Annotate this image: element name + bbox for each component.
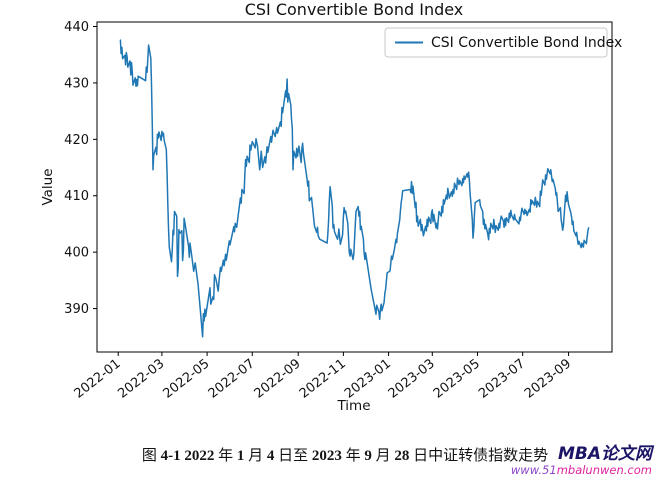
y-tick-label: 440 xyxy=(64,20,89,35)
y-tick-label: 410 xyxy=(64,189,89,204)
figure-caption: 图 4-1 2022 年 1 月 4 日至 2023 年 9 月 28 日中证转… xyxy=(30,444,655,465)
y-tick-label: 420 xyxy=(64,133,89,148)
x-tick-label: 2023-09 xyxy=(522,356,574,401)
caption-number: 1 xyxy=(236,448,249,464)
chart-title: CSI Convertible Bond Index xyxy=(245,0,464,19)
caption-text: 月 xyxy=(248,448,267,464)
y-tick-label: 400 xyxy=(64,246,89,261)
x-tick-label: 2022-09 xyxy=(252,356,304,401)
caption-text: 年 xyxy=(218,448,237,464)
series-line xyxy=(119,39,590,338)
watermark-url: www.51mbalunwen.com xyxy=(511,464,652,477)
y-tick-label: 390 xyxy=(64,302,89,317)
caption-number: 2023 xyxy=(311,448,346,464)
caption-number: 4 xyxy=(266,448,279,464)
caption-text: 图 xyxy=(141,448,161,464)
caption-text: 日中证转债指数走势 xyxy=(413,448,549,464)
x-tick-label: 2023-03 xyxy=(386,356,438,401)
x-tick-label: 2022-07 xyxy=(206,356,258,401)
x-axis-title: Time xyxy=(336,398,370,414)
caption-text: 年 xyxy=(345,448,365,464)
x-tick-label: 2022-11 xyxy=(297,356,349,401)
x-tick-label: 2022-03 xyxy=(115,356,167,401)
x-tick-label: 2022-05 xyxy=(160,356,212,401)
legend: CSI Convertible Bond Index xyxy=(384,27,622,58)
caption-text: 月 xyxy=(375,448,395,464)
caption-number: 4-1 2022 xyxy=(160,448,219,464)
y-tick-label: 430 xyxy=(64,76,89,91)
watermark: MBA论文网 www.51mbalunwen.com xyxy=(511,444,652,477)
caption-number: 9 xyxy=(364,448,376,464)
x-tick-label: 2022-01 xyxy=(72,356,124,401)
x-tick-label: 2023-01 xyxy=(342,356,394,401)
caption-number: 28 xyxy=(394,448,414,464)
y-axis-title: Value xyxy=(40,168,56,205)
plot-frame xyxy=(96,21,613,353)
watermark-brand: MBA论文网 xyxy=(557,444,652,464)
caption-text: 日至 xyxy=(278,448,312,464)
line-chart: CSI Convertible Bond Index 390 400 410 420 4… xyxy=(40,0,622,414)
x-tick-label: 2023-05 xyxy=(431,356,483,401)
legend-label: CSI Convertible Bond Index xyxy=(431,35,622,51)
legend-box xyxy=(384,27,608,58)
watermark-url-segment: www.51 xyxy=(510,463,557,478)
x-tick-label: 2023-07 xyxy=(476,356,528,401)
watermark-url-segment: mbalunwen.com xyxy=(556,463,652,478)
